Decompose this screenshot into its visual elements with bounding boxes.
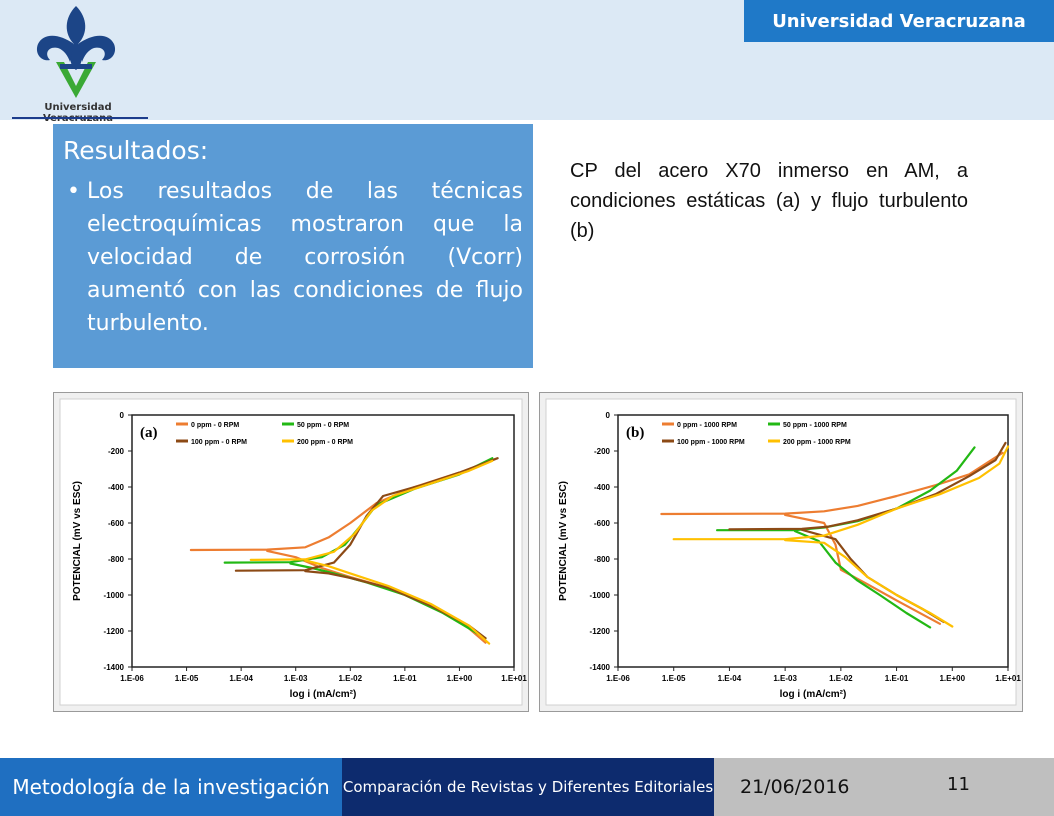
bullet-dot-icon: • bbox=[67, 179, 80, 204]
chart-a-x-tick-label: 1.E+00 bbox=[447, 674, 473, 683]
chart-a-y-tick-label: -1400 bbox=[104, 663, 125, 672]
chart-b-y-tick-label: -800 bbox=[594, 555, 611, 564]
footer: Metodología de la investigación Comparac… bbox=[0, 758, 1054, 816]
chart-a-x-tick-label: 1.E+01 bbox=[501, 674, 527, 683]
chart-b-legend-label: 100 ppm - 1000 RPM bbox=[677, 439, 745, 446]
chart-a: 0 -200 -400 -600 -800 -1000 -1200 -1400 1.E-06 1.… bbox=[59, 398, 527, 706]
chart-b-y-tick-label: -200 bbox=[594, 447, 611, 456]
chart-b-x-tick-label: 1.E+00 bbox=[939, 674, 965, 683]
results-bullet: • Los resultados de las técnicas electro… bbox=[63, 175, 523, 340]
fleur-de-lis-icon bbox=[36, 6, 116, 98]
footer-course: Metodología de la investigación bbox=[0, 758, 342, 816]
chart-a-y-tick-label: -400 bbox=[108, 483, 125, 492]
chart-b-y-tick-label: -1000 bbox=[590, 591, 611, 600]
chart-a-x-tick-label: 1.E-04 bbox=[229, 674, 253, 683]
chart-a-x-tick-label: 1.E-01 bbox=[393, 674, 417, 683]
chart-a-panel-label: (a) bbox=[140, 425, 158, 441]
chart-b-y-tick-label: 0 bbox=[606, 411, 611, 420]
chart-a-x-tick-label: 1.E-02 bbox=[338, 674, 362, 683]
results-bullet-text: Los resultados de las técnicas electroqu… bbox=[87, 179, 523, 336]
chart-b-y-tick-label: -400 bbox=[594, 483, 611, 492]
chart-b-y-tick-label: -600 bbox=[594, 519, 611, 528]
chart-b-y-tick-label: -1200 bbox=[590, 627, 611, 636]
chart-b-x-tick-label: 1.E-06 bbox=[606, 674, 630, 683]
chart-b-series-anodic-line bbox=[672, 445, 1010, 541]
chart-b-frame: 0 -200 -400 -600 -800 -1000 -1200 -1400 1.E-06 1.… bbox=[539, 392, 1023, 712]
header-band: Universidad Veracruzana Universidad Vera… bbox=[0, 0, 1054, 124]
page-number: 11 bbox=[947, 774, 970, 795]
chart-a-legend-label: 0 ppm - 0 RPM bbox=[191, 422, 239, 429]
chart-a-y-tick-label: 0 bbox=[120, 411, 125, 420]
chart-b-legend-label: 50 ppm - 1000 RPM bbox=[783, 422, 847, 429]
chart-b-x-tick-label: 1.E-02 bbox=[829, 674, 853, 683]
chart-b-legend-label: 0 ppm - 1000 RPM bbox=[677, 422, 737, 429]
figure-caption: CP del acero X70 inmerso en AM, a condic… bbox=[570, 160, 968, 242]
chart-a-y-tick-label: -600 bbox=[108, 519, 125, 528]
chart-a-y-tick-label: -800 bbox=[108, 555, 125, 564]
chart-b-series-cathodic-line bbox=[793, 530, 932, 629]
chart-a-y-tick-label: -200 bbox=[108, 447, 125, 456]
chart-b-series-anodic-line bbox=[660, 451, 1004, 516]
chart-b-x-axis-label: log i (mA/cm²) bbox=[780, 689, 847, 700]
chart-a-x-tick-label: 1.E-03 bbox=[284, 674, 308, 683]
chart-b-x-tick-label: 1.E-01 bbox=[885, 674, 909, 683]
chart-a-x-tick-label: 1.E-06 bbox=[120, 674, 144, 683]
chart-a-frame: 0 -200 -400 -600 -800 -1000 -1200 -1400 1.E-06 1.… bbox=[53, 392, 529, 712]
chart-a-legend-label: 50 ppm - 0 RPM bbox=[297, 422, 349, 429]
chart-b-x-tick-label: 1.E-03 bbox=[773, 674, 797, 683]
chart-b-y-tick-label: -1400 bbox=[590, 663, 611, 672]
chart-a-plot-area bbox=[131, 414, 515, 668]
logo-underline bbox=[12, 117, 148, 119]
chart-b-x-tick-label: 1.E+01 bbox=[995, 674, 1021, 683]
chart-a-x-axis-label: log i (mA/cm²) bbox=[290, 689, 357, 700]
chart-a-x-tick-label: 1.E-05 bbox=[175, 674, 199, 683]
logo-text: Universidad Veracruzana bbox=[43, 102, 113, 124]
chart-b-x-tick-label: 1.E-04 bbox=[718, 674, 742, 683]
chart-b-series-cathodic-line bbox=[784, 539, 954, 628]
chart-a-legend-label: 100 ppm - 0 RPM bbox=[191, 439, 247, 446]
chart-a-series-cathodic-line bbox=[304, 559, 491, 645]
results-title: Resultados: bbox=[63, 136, 209, 165]
university-logo: Universidad Veracruzana bbox=[8, 4, 148, 124]
chart-b-panel-label: (b) bbox=[626, 425, 644, 441]
chart-b: 0 -200 -400 -600 -800 -1000 -1200 -1400 1.E-06 1.… bbox=[545, 398, 1021, 706]
chart-a-y-axis-label: POTENCIAL (mV vs ESC) bbox=[72, 481, 83, 601]
chart-b-x-tick-label: 1.E-05 bbox=[662, 674, 686, 683]
chart-a-y-tick-label: -1200 bbox=[104, 627, 125, 636]
footer-date: 21/06/2016 bbox=[740, 776, 850, 798]
footer-topic: Comparación de Revistas y Diferentes Edi… bbox=[342, 758, 714, 816]
footer-meta: 21/06/2016 11 bbox=[714, 758, 1054, 816]
chart-a-series-anodic-line bbox=[249, 459, 494, 561]
results-box: Resultados: • Los resultados de las técn… bbox=[53, 124, 533, 368]
chart-b-y-axis-label: POTENCIAL (mV vs ESC) bbox=[558, 481, 569, 601]
footer-topic-text: Comparación de Revistas y Diferentes Edi… bbox=[342, 778, 714, 796]
chart-a-legend-label: 200 ppm - 0 RPM bbox=[297, 439, 353, 446]
chart-a-y-tick-label: -1000 bbox=[104, 591, 125, 600]
university-badge: Universidad Veracruzana bbox=[744, 0, 1054, 42]
chart-b-legend-label: 200 ppm - 1000 RPM bbox=[783, 439, 851, 446]
